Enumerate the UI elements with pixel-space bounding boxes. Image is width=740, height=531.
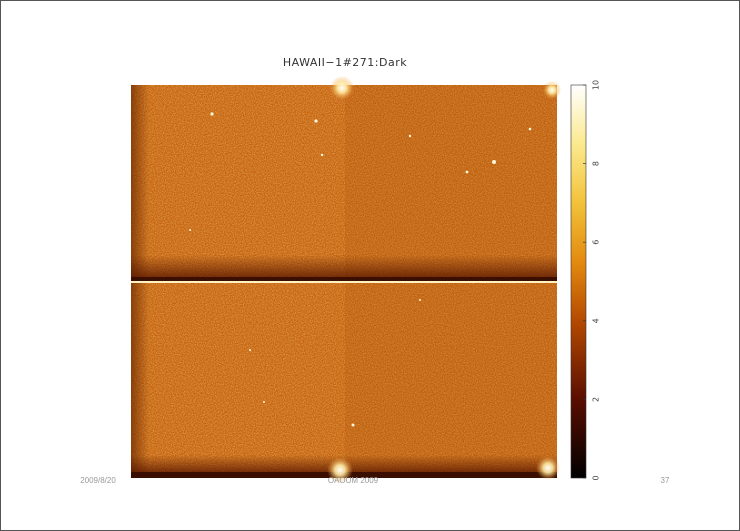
dark-frame-image <box>131 76 561 483</box>
colorbar-tick-label: 6 <box>592 240 601 245</box>
slide-footer: OAOUM 2009 <box>328 476 379 485</box>
colorbar-tick-label: 8 <box>592 161 601 166</box>
colorbar-tick-label: 0 <box>592 475 601 480</box>
slide-title: HAWAII−1#271:Dark <box>283 56 407 69</box>
colorbar-tick-label: 2 <box>592 397 601 402</box>
colorbar: 0 2 4 6 8 10 <box>570 80 601 481</box>
colorbar-tick-label: 10 <box>592 80 601 90</box>
colorbar-tick-label: 4 <box>592 318 601 323</box>
slide-date: 2009/8/20 <box>80 476 116 485</box>
page-number: 37 <box>661 476 670 485</box>
